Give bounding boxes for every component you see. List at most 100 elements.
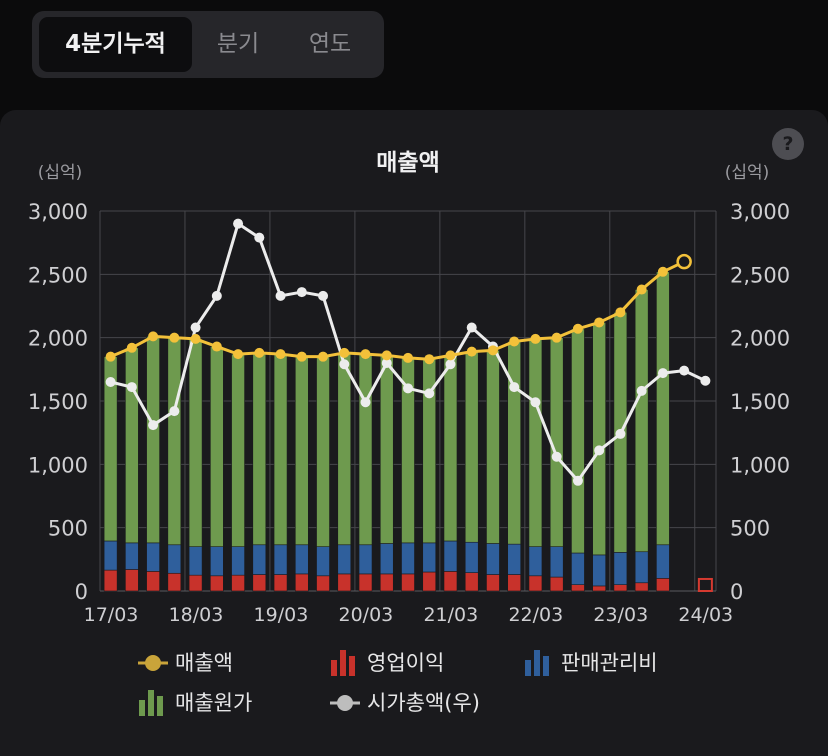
x-tick-label: 20/03 xyxy=(339,604,394,626)
bar-cogs xyxy=(146,336,160,544)
bar-cogs xyxy=(656,271,670,546)
sales-point xyxy=(126,342,137,353)
sales-point xyxy=(211,341,222,352)
bar-sga xyxy=(507,543,522,575)
bar-operating-profit xyxy=(443,571,458,592)
sales-point xyxy=(360,349,371,360)
market-cap-point xyxy=(403,383,413,394)
sales-point xyxy=(445,350,456,361)
x-tick-label: 24/03 xyxy=(678,604,733,626)
bar-operating-profit xyxy=(379,573,394,592)
sales-point xyxy=(636,284,647,295)
bar-cogs xyxy=(592,322,606,556)
bars-green-icon xyxy=(139,690,163,716)
bar-sga xyxy=(634,551,649,584)
bar-sga xyxy=(188,546,203,576)
legend-label-sga: 판매관리비 xyxy=(561,651,658,675)
sales-point xyxy=(466,346,477,357)
market-cap-point xyxy=(530,397,541,408)
bar-operating-profit xyxy=(613,584,628,592)
bar-operating-profit xyxy=(507,574,522,592)
sales-point xyxy=(657,266,668,277)
bar-operating-profit xyxy=(167,572,182,592)
bar-sga xyxy=(252,544,267,575)
bar-operating-profit xyxy=(273,574,288,592)
market-cap-point xyxy=(636,385,647,396)
sales-point xyxy=(424,354,435,365)
bar-operating-profit xyxy=(592,585,606,592)
sales-point xyxy=(169,332,180,343)
bar-sga xyxy=(528,546,543,577)
left-axis-unit: (십억) xyxy=(38,163,83,183)
bar-operating-profit-projected xyxy=(697,577,713,593)
bar-operating-profit xyxy=(125,569,139,592)
bar-cogs xyxy=(571,328,585,554)
y-tick-label-right: 0 xyxy=(730,580,743,604)
y-tick-label-right: 2,500 xyxy=(730,263,790,287)
y-tick-label-right: 1,000 xyxy=(730,453,790,477)
bar-operating-profit xyxy=(316,575,330,592)
sales-point xyxy=(275,349,286,360)
bar-operating-profit xyxy=(252,574,267,592)
bar-sga xyxy=(571,552,585,585)
bar-operating-profit xyxy=(188,574,203,592)
bar-sga xyxy=(464,541,479,573)
bar-cogs xyxy=(273,353,288,546)
sales-line xyxy=(110,260,685,361)
legend-label-operating-profit: 영업이익 xyxy=(367,651,445,675)
bar-sga xyxy=(294,544,309,575)
bars-blue-icon xyxy=(525,650,549,676)
bar-operating-profit xyxy=(634,582,649,592)
market-cap-point xyxy=(169,406,180,417)
market-cap-point xyxy=(360,397,371,408)
sales-point xyxy=(296,351,307,362)
tab-quarter[interactable]: 분기 xyxy=(216,31,260,57)
market-cap-point xyxy=(572,475,583,486)
market-cap-point xyxy=(105,377,116,387)
bar-sga xyxy=(231,546,245,576)
y-tick-label-left: 500 xyxy=(48,517,88,541)
bar-sga xyxy=(146,542,160,572)
sales-point xyxy=(339,347,350,358)
bar-cogs xyxy=(316,356,330,547)
bar-sga xyxy=(358,544,373,575)
bar-cogs xyxy=(634,289,649,553)
sales-point xyxy=(403,352,413,363)
market-cap-point xyxy=(424,388,435,399)
market-cap-point xyxy=(466,322,477,333)
sales-point xyxy=(254,347,265,358)
tab-year[interactable]: 연도 xyxy=(308,31,352,57)
right-axis-unit: (십억) xyxy=(725,163,770,183)
tab-4q-cumulative[interactable]: 4분기누적 xyxy=(39,17,192,72)
bar-operating-profit xyxy=(571,584,585,592)
sales-point xyxy=(381,350,392,361)
bar-operating-profit xyxy=(486,574,500,592)
help-icon[interactable]: ? xyxy=(772,128,804,160)
market-cap-point xyxy=(211,290,222,301)
bar-sga xyxy=(401,542,415,575)
axis-labels: 매출액 (십억) (십억) 0 0 500 500 1,000 1,000 1,500 1,5… xyxy=(28,150,790,626)
bar-sga xyxy=(422,542,437,573)
bar-sga xyxy=(125,542,139,570)
line-series xyxy=(105,218,711,486)
bar-cogs xyxy=(294,356,309,546)
bar-operating-profit xyxy=(210,575,224,592)
y-tick-label-left: 1,000 xyxy=(28,453,88,477)
sales-point xyxy=(233,349,244,360)
y-tick-label-left: 3,000 xyxy=(28,200,88,224)
market-cap-point xyxy=(318,290,329,301)
market-cap-point xyxy=(254,232,265,243)
bar-sga xyxy=(656,544,670,579)
sales-point xyxy=(487,345,498,356)
bar-cogs xyxy=(507,341,522,545)
sales-point xyxy=(572,323,583,334)
bar-cogs xyxy=(486,350,500,544)
line-dot-gold-icon xyxy=(138,655,168,671)
x-tick-label: 22/03 xyxy=(508,604,563,626)
bar-sga xyxy=(167,544,182,574)
bar-cogs xyxy=(210,346,224,547)
market-cap-point xyxy=(445,359,456,370)
y-tick-label-left: 2,500 xyxy=(28,263,88,287)
bars-red-icon xyxy=(331,650,355,676)
sales-point xyxy=(190,333,201,344)
